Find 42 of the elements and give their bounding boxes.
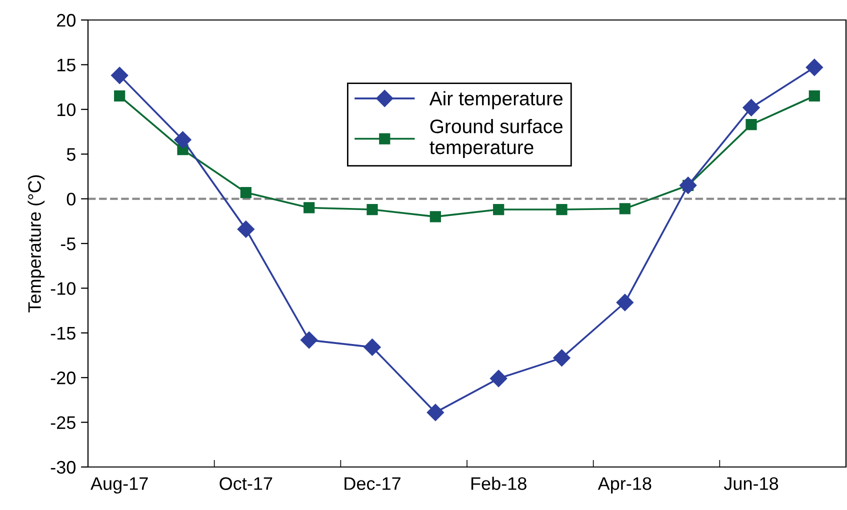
point [300, 332, 318, 349]
legend-label: Ground surface temperature [430, 118, 563, 158]
x-tick-label: Apr-18 [598, 477, 652, 494]
point [553, 349, 570, 366]
y-tick-label: -25 [50, 416, 76, 430]
y-tick-label: 10 [57, 103, 76, 116]
point [174, 131, 192, 148]
point [556, 204, 568, 216]
point [746, 119, 757, 130]
x-tick-label: Feb-18 [471, 476, 526, 490]
point [619, 203, 630, 214]
point [237, 220, 254, 238]
y-tick-label: 0 [66, 192, 76, 206]
point [490, 370, 508, 388]
point [742, 99, 760, 116]
y-tick-label: -15 [50, 327, 76, 340]
point [426, 404, 444, 422]
y-tick-label: 20 [57, 14, 76, 27]
point [114, 90, 126, 102]
y-tick-label: 15 [57, 58, 76, 72]
y-axis-title: Temperature (°C) [28, 175, 45, 312]
point [430, 211, 441, 222]
point [364, 338, 381, 356]
point [366, 204, 378, 216]
point [806, 58, 823, 76]
y-tick-label: -30 [50, 460, 76, 474]
point [808, 90, 820, 102]
y-tick-label: -5 [60, 238, 76, 250]
y-tick-label: -20 [50, 372, 76, 384]
x-tick-label: Dec-17 [344, 477, 400, 490]
x-tick-label: Jun-18 [724, 477, 778, 490]
y-tick-label: 5 [66, 148, 76, 161]
point [680, 176, 697, 194]
x-tick-label: Aug-17 [90, 477, 148, 494]
legend-label: Air temperature [429, 91, 562, 110]
point [304, 202, 315, 214]
point [493, 204, 504, 216]
point [240, 186, 252, 198]
point [111, 66, 128, 84]
y-tick-label: -10 [50, 282, 76, 295]
point [616, 294, 634, 312]
x-tick-label: Oct-17 [220, 477, 272, 490]
